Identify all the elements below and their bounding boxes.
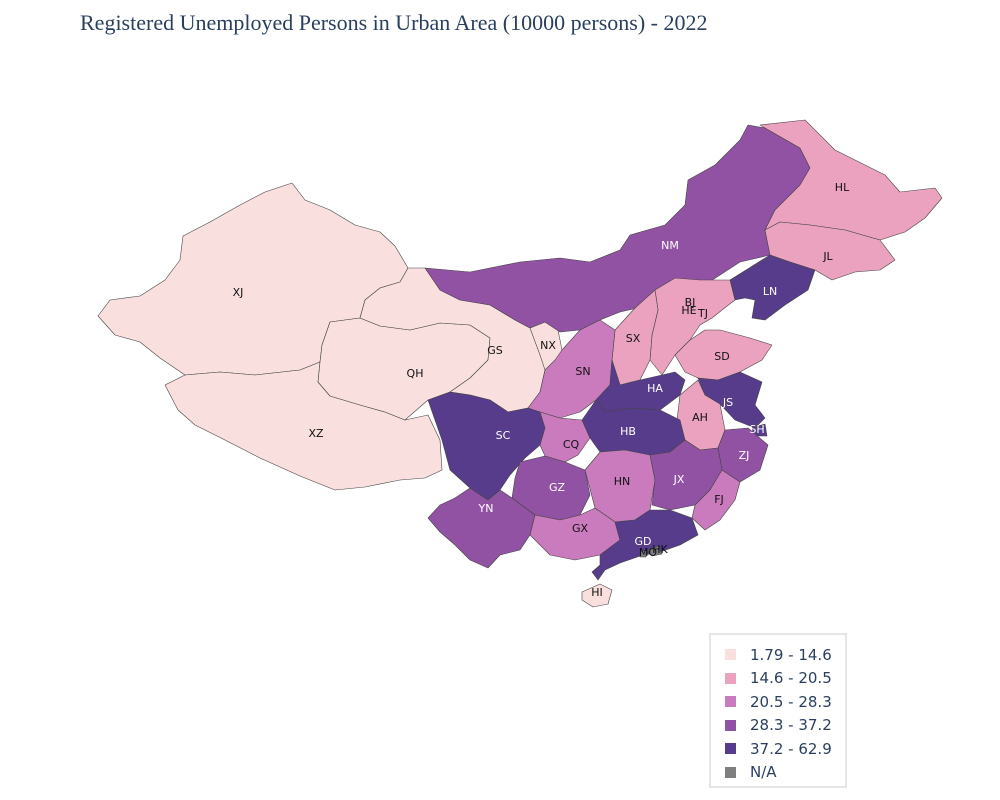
region-label-hb: HB xyxy=(620,425,636,438)
legend-label: 37.2 - 62.9 xyxy=(750,739,832,758)
legend-label: 20.5 - 28.3 xyxy=(750,692,832,711)
legend: 1.79 - 14.6 14.6 - 20.5 20.5 - 28.3 28.3 - … xyxy=(709,633,847,788)
region-label-gx: GX xyxy=(572,522,589,535)
region-label-hn: HN xyxy=(614,475,631,488)
region-label-zj: ZJ xyxy=(739,449,750,462)
region-xz[interactable] xyxy=(164,361,443,491)
regions-layer xyxy=(97,119,943,608)
legend-swatch xyxy=(725,743,736,755)
region-label-hl: HL xyxy=(835,181,850,194)
region-label-xj: XJ xyxy=(233,286,244,299)
region-mo[interactable] xyxy=(639,549,647,558)
region-fj[interactable] xyxy=(691,469,741,531)
legend-item[interactable]: 37.2 - 62.9 xyxy=(711,737,845,761)
region-label-sn: SN xyxy=(575,365,590,378)
legend-item[interactable]: 14.6 - 20.5 xyxy=(711,667,845,691)
region-label-ha: HA xyxy=(647,382,663,395)
region-sd[interactable] xyxy=(674,329,773,381)
region-nm[interactable] xyxy=(424,124,811,333)
region-label-jl: JL xyxy=(822,250,833,263)
region-label-sh: SH xyxy=(749,423,764,436)
region-label-nm: NM xyxy=(661,239,679,252)
region-cq[interactable] xyxy=(539,411,591,463)
region-label-ah: AH xyxy=(692,411,708,424)
region-label-sd: SD xyxy=(714,350,729,363)
legend-label: 28.3 - 37.2 xyxy=(750,716,832,735)
region-label-xz: XZ xyxy=(308,427,324,440)
region-label-hi: HI xyxy=(591,586,603,599)
region-label-fj: FJ xyxy=(714,493,724,506)
legend-label: 1.79 - 14.6 xyxy=(750,645,832,664)
region-label-nx: NX xyxy=(540,339,556,352)
legend-swatch xyxy=(725,766,736,778)
region-label-hk: HK xyxy=(652,543,668,556)
region-label-gs: GS xyxy=(487,344,503,357)
region-label-sc: SC xyxy=(496,429,511,442)
region-label-gd: GD xyxy=(635,535,652,548)
region-hi[interactable] xyxy=(581,583,613,608)
region-label-sx: SX xyxy=(626,332,641,345)
region-gd[interactable] xyxy=(591,509,699,581)
region-label-yn: YN xyxy=(478,502,494,515)
region-label-cq: CQ xyxy=(563,438,580,451)
region-ln[interactable] xyxy=(729,254,816,321)
region-label-he: HE xyxy=(681,304,696,317)
region-yn[interactable] xyxy=(427,487,536,569)
region-label-jx: JX xyxy=(673,473,685,486)
legend-swatch xyxy=(725,649,736,661)
legend-item[interactable]: 28.3 - 37.2 xyxy=(711,714,845,738)
legend-item[interactable]: 20.5 - 28.3 xyxy=(711,690,845,714)
region-hk[interactable] xyxy=(647,545,663,557)
legend-item[interactable]: 1.79 - 14.6 xyxy=(711,643,845,667)
region-label-bj: BJ xyxy=(685,296,696,309)
legend-item[interactable]: N/A xyxy=(711,761,845,785)
map-title: Registered Unemployed Persons in Urban A… xyxy=(80,10,708,35)
legend-swatch xyxy=(725,672,736,684)
region-label-ln: LN xyxy=(763,285,777,298)
legend-label: 14.6 - 20.5 xyxy=(750,669,832,688)
region-label-js: JS xyxy=(722,396,733,409)
legend-swatch xyxy=(725,719,736,731)
legend-swatch xyxy=(725,696,736,708)
region-label-gz: GZ xyxy=(549,481,566,494)
region-label-tj: TJ xyxy=(697,307,708,320)
region-label-mo: MO xyxy=(639,546,657,559)
region-label-qh: QH xyxy=(407,367,424,380)
legend-label: N/A xyxy=(750,763,777,782)
